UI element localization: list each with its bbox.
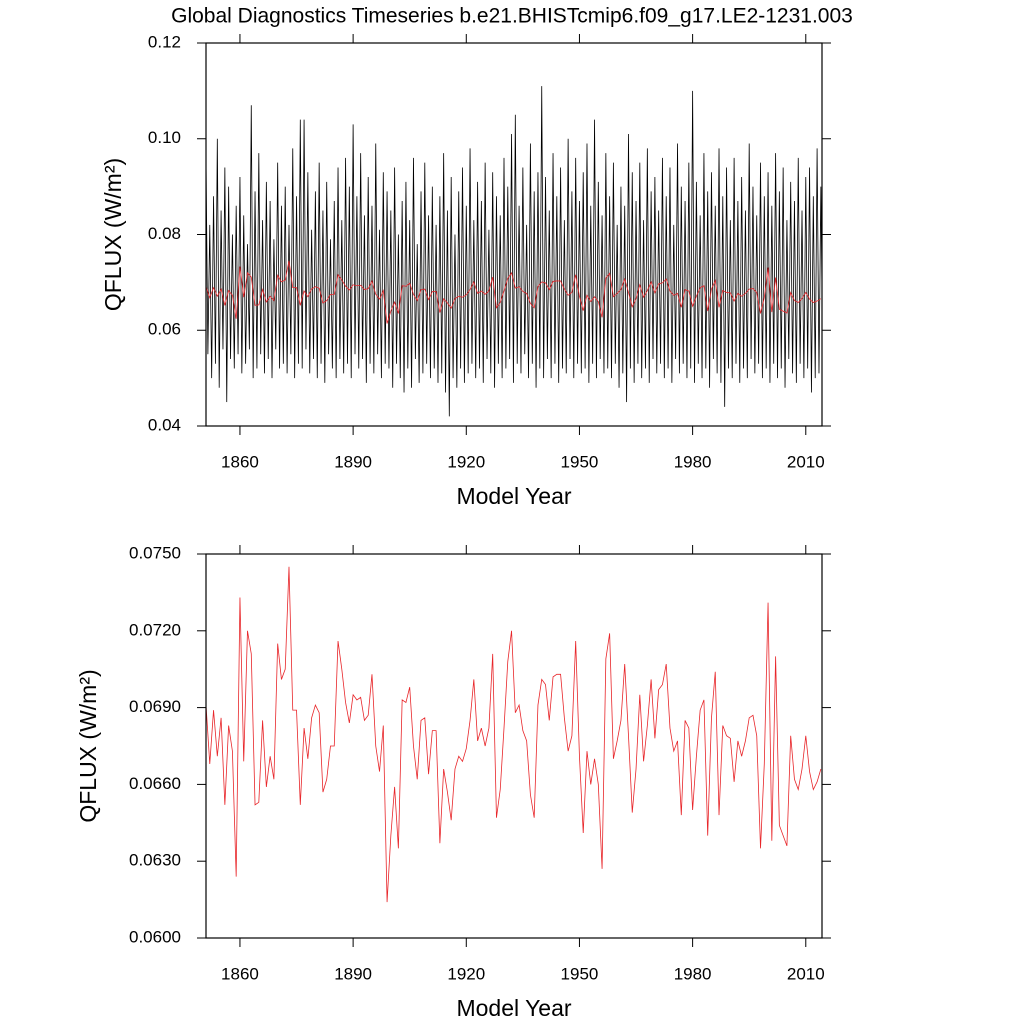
y-axis-label: QFLUX (W/m²) (100, 158, 126, 311)
x-tick-label: 1950 (561, 964, 599, 983)
x-tick-label: 1980 (674, 452, 712, 471)
x-tick-label: 1860 (221, 964, 259, 983)
x-axis-label: Model Year (456, 995, 571, 1021)
y-tick-label: 0.0660 (129, 774, 181, 793)
x-tick-label: 1950 (561, 452, 599, 471)
series-line (206, 566, 822, 903)
x-tick-label: 1890 (334, 452, 372, 471)
chart-title: Global Diagnostics Timeseries b.e21.BHIS… (171, 5, 853, 28)
series-line (206, 260, 822, 324)
x-tick-label: 1920 (447, 964, 485, 983)
y-tick-label: 0.0750 (129, 543, 181, 562)
y-tick-label: 0.0630 (129, 851, 181, 870)
y-tick-label: 0.08 (148, 224, 181, 243)
y-axis-label: QFLUX (W/m²) (75, 669, 101, 822)
x-tick-label: 2010 (787, 964, 825, 983)
series-line (206, 86, 822, 417)
y-tick-label: 0.10 (148, 128, 181, 147)
plot-frame (205, 553, 823, 939)
y-tick-label: 0.0600 (129, 927, 181, 946)
y-tick-label: 0.0720 (129, 620, 181, 639)
x-tick-label: 1980 (674, 964, 712, 983)
x-tick-label: 1890 (334, 964, 372, 983)
x-tick-label: 2010 (787, 452, 825, 471)
x-axis-label: Model Year (456, 483, 571, 509)
x-tick-label: 1920 (447, 452, 485, 471)
x-tick-label: 1860 (221, 452, 259, 471)
y-tick-label: 0.12 (148, 32, 181, 51)
y-tick-label: 0.06 (148, 320, 181, 339)
y-tick-label: 0.04 (148, 415, 181, 434)
y-tick-label: 0.0690 (129, 697, 181, 716)
